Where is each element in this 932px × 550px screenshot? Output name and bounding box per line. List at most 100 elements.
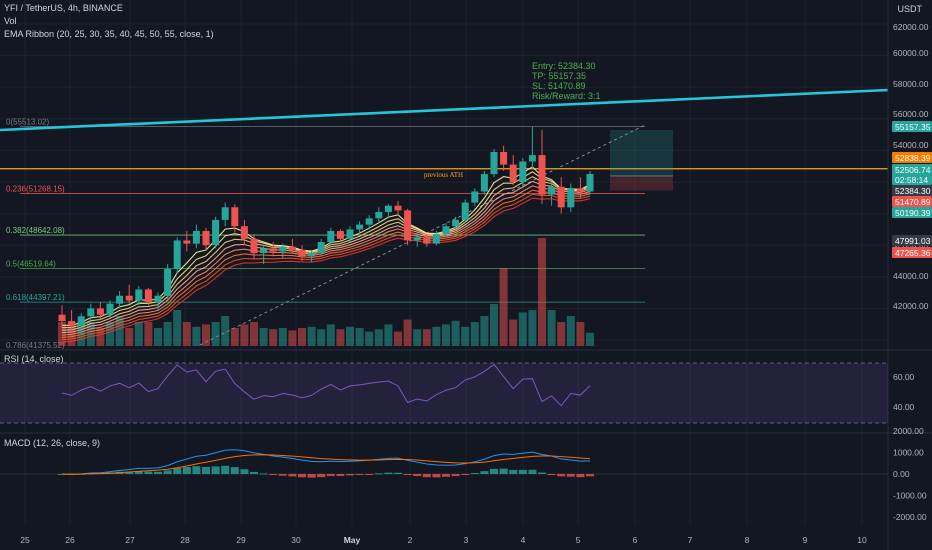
- macd-histogram-bar: [307, 474, 316, 478]
- candle: [298, 249, 306, 257]
- candle: [365, 218, 373, 225]
- rsi-label[interactable]: RSI (14, close): [4, 354, 64, 364]
- macd-histogram-bar: [163, 470, 172, 474]
- volume-bar: [461, 326, 470, 346]
- candle: [336, 230, 344, 239]
- macd-histogram-bar: [547, 474, 556, 475]
- price-tag-label: 47991.03: [895, 236, 931, 246]
- price-axis-label: 56000.00: [893, 109, 929, 119]
- candle: [567, 188, 575, 208]
- volume-bar: [307, 326, 316, 346]
- macd-histogram-bar: [154, 471, 162, 474]
- macd-histogram-bar: [269, 474, 278, 475]
- time-axis-label: 27: [125, 535, 135, 545]
- currency-label: USDT: [897, 4, 923, 14]
- fib-label: 0.236(51268.15): [6, 185, 65, 194]
- candle: [461, 202, 469, 220]
- macd-histogram-bar: [490, 468, 498, 474]
- volume-bar: [365, 331, 374, 346]
- rsi-axis-label: 40.00: [893, 402, 915, 412]
- macd-histogram-bar: [317, 474, 326, 478]
- macd-histogram-bar: [326, 474, 335, 477]
- risk-reward-label: Risk/Reward: 3:1: [532, 91, 601, 101]
- fib-label: 0.786(41375.52): [6, 341, 65, 350]
- candle: [452, 219, 460, 227]
- volume-bar: [509, 319, 518, 346]
- candle: [231, 207, 239, 227]
- volume-bar: [470, 322, 479, 346]
- macd-histogram-bar: [538, 472, 546, 474]
- volume-bar: [490, 304, 498, 346]
- volume-bar: [422, 329, 431, 346]
- candle: [135, 289, 143, 301]
- price-axis-label: 60000.00: [893, 48, 929, 58]
- volume-bar: [288, 330, 297, 346]
- macd-histogram-bar: [336, 474, 345, 476]
- price-axis-label: 42000.00: [893, 301, 929, 311]
- fib-label: 0(55513.02): [6, 117, 49, 126]
- macd-axis-label: 1000.00: [893, 448, 924, 458]
- macd-histogram-bar: [499, 468, 508, 474]
- price-tag: [892, 185, 932, 196]
- price-tag-label: 55157.35: [895, 122, 931, 132]
- stop-loss-zone: [610, 175, 673, 191]
- rsi-band: [0, 363, 888, 423]
- ema-ribbon-label[interactable]: EMA Ribbon (20, 25, 30, 35, 40, 45, 50, …: [4, 29, 214, 39]
- price-tag-label: 47265.36: [895, 248, 931, 258]
- candle: [269, 248, 277, 252]
- previous-ath-label: previous ATH: [424, 171, 463, 179]
- macd-axis-label: -2000.00: [893, 512, 927, 522]
- candle: [87, 308, 95, 317]
- sl-label: SL: 51470.89: [532, 81, 586, 91]
- volume-bar: [432, 326, 441, 346]
- fib-label: 0.5(46519.64): [6, 260, 56, 269]
- macd-histogram-bar: [470, 473, 479, 475]
- time-axis-label: 28: [180, 535, 190, 545]
- macd-axis-label: 2000.00: [893, 426, 924, 436]
- time-axis-label: 5: [576, 535, 581, 545]
- macd-histogram-bar: [432, 474, 441, 478]
- volume-indicator-label[interactable]: Vol: [4, 16, 17, 26]
- time-axis-label: 25: [20, 535, 30, 545]
- ema-ribbon-line: [61, 180, 591, 334]
- rsi-axis-label: 60.00: [893, 372, 915, 382]
- price-axis-label: 62000.00: [893, 22, 929, 32]
- macd-histogram-bar: [576, 474, 585, 478]
- volume-bar: [278, 328, 287, 346]
- price-axis-label: 54000.00: [893, 140, 929, 150]
- candle: [413, 237, 421, 241]
- volume-bar: [202, 324, 210, 346]
- macd-histogram-bar: [461, 474, 470, 475]
- time-axis-label: 26: [65, 535, 75, 545]
- volume-bar: [134, 322, 143, 346]
- candle: [164, 268, 172, 296]
- volume-bar: [557, 322, 566, 346]
- symbol-title[interactable]: YFI / TetherUS, 4h, BINANCE: [4, 3, 123, 13]
- volume-bar: [374, 329, 383, 346]
- volume-bar: [346, 326, 354, 346]
- volume-bar: [106, 322, 114, 346]
- candle: [442, 226, 450, 235]
- candle: [548, 186, 556, 195]
- macd-histogram-bar: [384, 472, 393, 474]
- candle: [394, 205, 402, 211]
- time-axis-label: 30: [291, 535, 301, 545]
- macd-histogram-bar: [230, 467, 239, 474]
- macd-label[interactable]: MACD (12, 26, close, 9): [4, 438, 101, 448]
- price-axis-label: 58000.00: [893, 79, 929, 89]
- price-axis-label: 44000.00: [893, 271, 929, 281]
- price-tag: [892, 235, 932, 246]
- price-tag-label: 02:58:14: [895, 175, 928, 185]
- volume-bar: [144, 322, 153, 346]
- fib-label: 0.618(44397.21): [6, 293, 65, 302]
- volume-bar: [211, 322, 220, 346]
- rsi-line: [61, 363, 591, 407]
- candle: [327, 230, 335, 243]
- volume-bar: [326, 324, 335, 346]
- candle: [173, 240, 181, 269]
- candle: [356, 224, 364, 230]
- macd-histogram-bar: [480, 471, 489, 474]
- volume-bar: [317, 329, 326, 346]
- candle: [375, 212, 383, 219]
